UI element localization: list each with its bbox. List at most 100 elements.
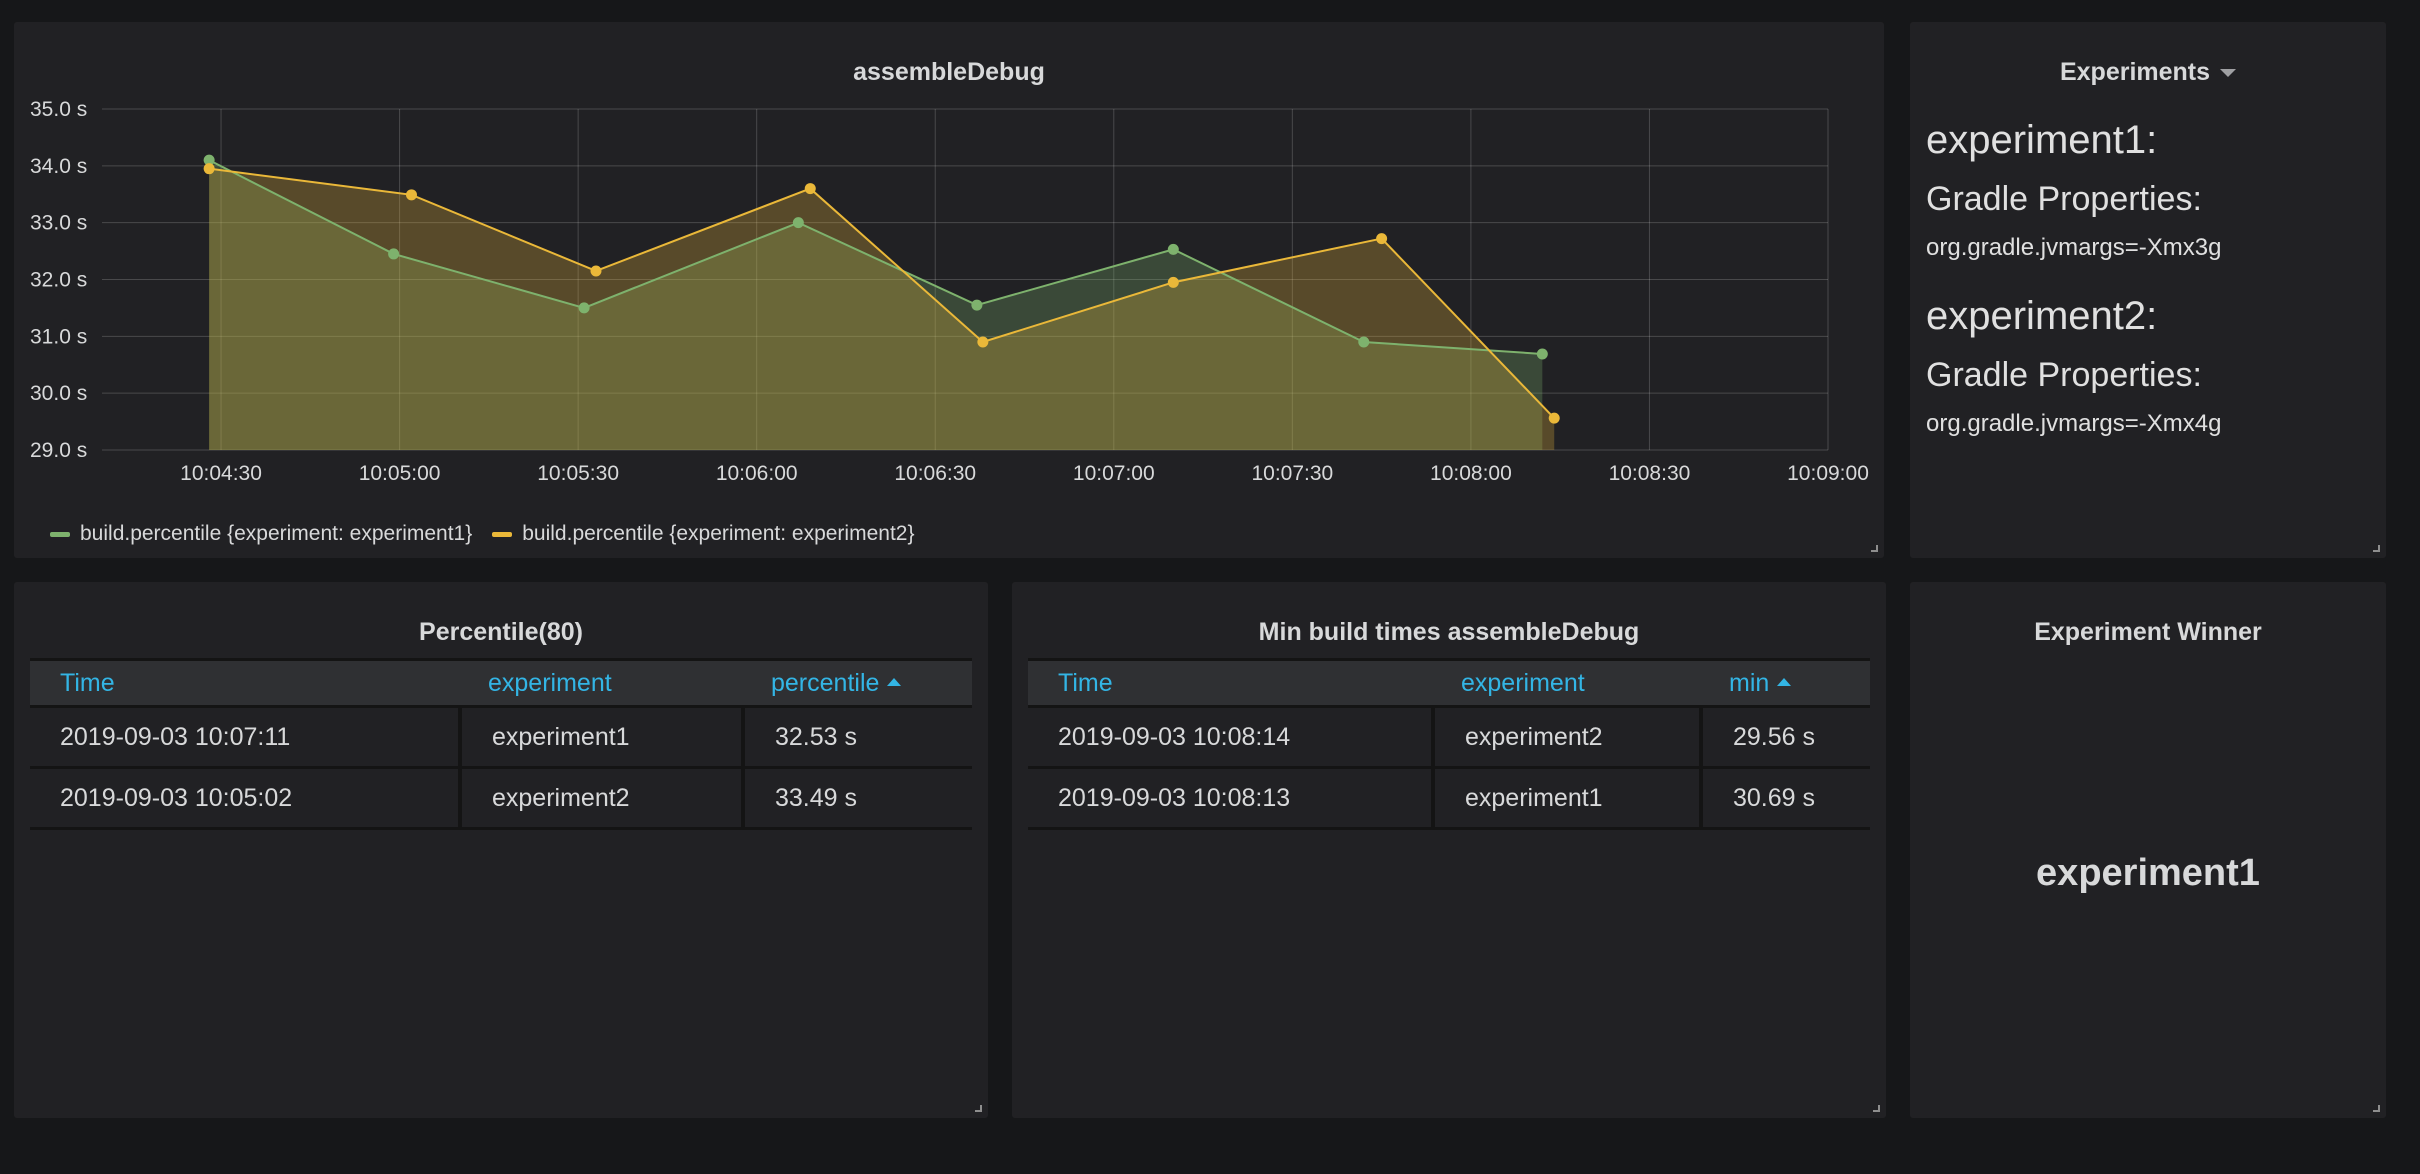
- sort-ascending-icon: [887, 677, 902, 686]
- column-header-percentile[interactable]: percentile: [741, 658, 972, 708]
- data-point: [977, 336, 989, 348]
- experiment1-subheading: Gradle Properties:: [1926, 180, 2202, 218]
- column-header-time[interactable]: Time: [30, 658, 458, 708]
- min-panel-title[interactable]: Min build times assembleDebug: [1258, 618, 1640, 646]
- chevron-down-icon[interactable]: [2220, 69, 2237, 78]
- y-tick-label: 34.0 s: [30, 155, 87, 178]
- series-line-2: [209, 167, 1555, 419]
- resize-handle[interactable]: [2373, 1105, 2380, 1112]
- data-point: [971, 299, 983, 311]
- percentile-table: Time experiment percentile 2019-09-03 10…: [30, 658, 972, 830]
- resize-handle[interactable]: [2373, 545, 2380, 552]
- legend-item-experiment2[interactable]: build.percentile {experiment: experiment…: [492, 522, 914, 546]
- data-point: [804, 183, 816, 195]
- x-tick-label: 10:05:30: [537, 462, 619, 485]
- column-header-experiment-label: experiment: [488, 668, 612, 697]
- column-header-time[interactable]: Time: [1028, 658, 1431, 708]
- experiments-text: experiment1: Gradle Properties: org.grad…: [1926, 110, 2370, 462]
- experiment2-heading: experiment2:: [1926, 294, 2158, 338]
- data-point: [578, 302, 590, 314]
- legend-label-experiment1: build.percentile {experiment: experiment…: [80, 522, 473, 545]
- table-cell: experiment2: [458, 769, 741, 830]
- column-header-percentile-label: percentile: [771, 668, 880, 697]
- series-area-1: [209, 160, 1543, 450]
- data-point: [203, 163, 215, 175]
- resize-handle[interactable]: [1873, 1105, 1880, 1112]
- experiment2-subheading: Gradle Properties:: [1926, 356, 2202, 394]
- legend-swatch-experiment2: [492, 531, 513, 537]
- min-build-times-table: Time experiment min 2019-09-03 10:08:14 …: [1028, 658, 1870, 830]
- data-point: [1548, 412, 1560, 424]
- experiment2-value: org.gradle.jvmargs=-Xmx4g: [1926, 410, 2222, 437]
- x-tick-label: 10:06:00: [716, 462, 798, 485]
- data-point: [590, 265, 602, 277]
- legend-label-experiment2: build.percentile {experiment: experiment…: [522, 522, 915, 545]
- x-tick-label: 10:08:30: [1609, 462, 1691, 485]
- x-tick-label: 10:05:00: [359, 462, 441, 485]
- table-row: 2019-09-03 10:08:13 experiment1 30.69 s: [1028, 769, 1870, 830]
- winner-value: experiment1: [2036, 852, 2260, 894]
- table-row: 2019-09-03 10:05:02 experiment2 33.49 s: [30, 769, 972, 830]
- resize-handle[interactable]: [1871, 545, 1878, 552]
- y-tick-label: 29.0 s: [30, 439, 87, 462]
- resize-handle[interactable]: [975, 1105, 982, 1112]
- legend-swatch-experiment1: [50, 531, 70, 537]
- table-cell: 33.49 s: [741, 769, 972, 830]
- series-area-2: [209, 168, 1555, 451]
- data-point: [405, 189, 417, 201]
- experiment1-value: org.gradle.jvmargs=-Xmx3g: [1926, 234, 2222, 261]
- experiments-panel: Experiments experiment1: Gradle Properti…: [1910, 22, 2386, 558]
- column-header-min[interactable]: min: [1699, 658, 1870, 708]
- x-tick-label: 10:07:30: [1251, 462, 1333, 485]
- experiment1-heading: experiment1:: [1926, 118, 2158, 162]
- column-header-time-label: Time: [60, 668, 115, 697]
- table-cell: 2019-09-03 10:07:11: [30, 708, 458, 769]
- column-header-experiment-label: experiment: [1461, 668, 1585, 697]
- sort-ascending-icon: [1777, 677, 1792, 686]
- table-cell: 2019-09-03 10:08:14: [1028, 708, 1431, 769]
- y-tick-label: 35.0 s: [30, 98, 87, 121]
- legend-item-experiment1[interactable]: build.percentile {experiment: experiment…: [50, 522, 472, 546]
- x-tick-label: 10:08:00: [1430, 462, 1512, 485]
- data-point: [792, 217, 804, 229]
- column-header-time-label: Time: [1058, 668, 1113, 697]
- table-cell: experiment1: [1431, 769, 1699, 830]
- experiments-panel-title: Experiments: [2059, 58, 2211, 86]
- graph-panel-title[interactable]: assembleDebug: [853, 58, 1045, 86]
- winner-panel-title[interactable]: Experiment Winner: [2034, 618, 2262, 646]
- data-point: [1376, 233, 1388, 245]
- graph-panel: assembleDebug 35.0 s 34.0 s 33.0 s 32.0 s 31…: [14, 22, 1884, 558]
- data-point: [1167, 243, 1179, 255]
- table-cell: experiment1: [458, 708, 741, 769]
- experiment-winner-panel: Experiment Winner experiment1: [1910, 582, 2386, 1118]
- table-cell: 2019-09-03 10:05:02: [30, 769, 458, 830]
- data-point: [1536, 348, 1548, 360]
- y-tick-label: 32.0 s: [30, 269, 87, 292]
- x-tick-label: 10:06:30: [894, 462, 976, 485]
- data-point: [203, 154, 215, 166]
- data-point: [1358, 336, 1370, 348]
- data-point: [388, 248, 400, 260]
- table-cell: 30.69 s: [1699, 769, 1870, 830]
- column-header-experiment[interactable]: experiment: [1431, 658, 1699, 708]
- chart-legend: build.percentile {experiment: experiment…: [50, 522, 934, 546]
- table-cell: 32.53 s: [741, 708, 972, 769]
- min-build-times-panel: Min build times assembleDebug Time exper…: [1012, 582, 1886, 1118]
- build-time-chart[interactable]: 35.0 s 34.0 s 33.0 s 32.0 s 31.0 s 30.0 s 29.0…: [14, 22, 1884, 558]
- x-tick-label: 10:09:00: [1787, 462, 1869, 485]
- percentile-panel: Percentile(80) Time experiment percentil…: [14, 582, 988, 1118]
- x-tick-label: 10:04:30: [180, 462, 262, 485]
- column-header-experiment[interactable]: experiment: [458, 658, 741, 708]
- x-tick-label: 10:07:00: [1073, 462, 1155, 485]
- series-line-1: [208, 159, 1543, 355]
- table-cell: 29.56 s: [1699, 708, 1870, 769]
- experiments-panel-header[interactable]: Experiments: [1910, 56, 2386, 88]
- column-header-min-label: min: [1729, 668, 1770, 697]
- y-tick-label: 31.0 s: [30, 325, 87, 348]
- table-cell: experiment2: [1431, 708, 1699, 769]
- table-row: 2019-09-03 10:08:14 experiment2 29.56 s: [1028, 708, 1870, 769]
- data-point: [1167, 276, 1179, 288]
- percentile-panel-title[interactable]: Percentile(80): [419, 618, 583, 646]
- table-row: 2019-09-03 10:07:11 experiment1 32.53 s: [30, 708, 972, 769]
- table-cell: 2019-09-03 10:08:13: [1028, 769, 1431, 830]
